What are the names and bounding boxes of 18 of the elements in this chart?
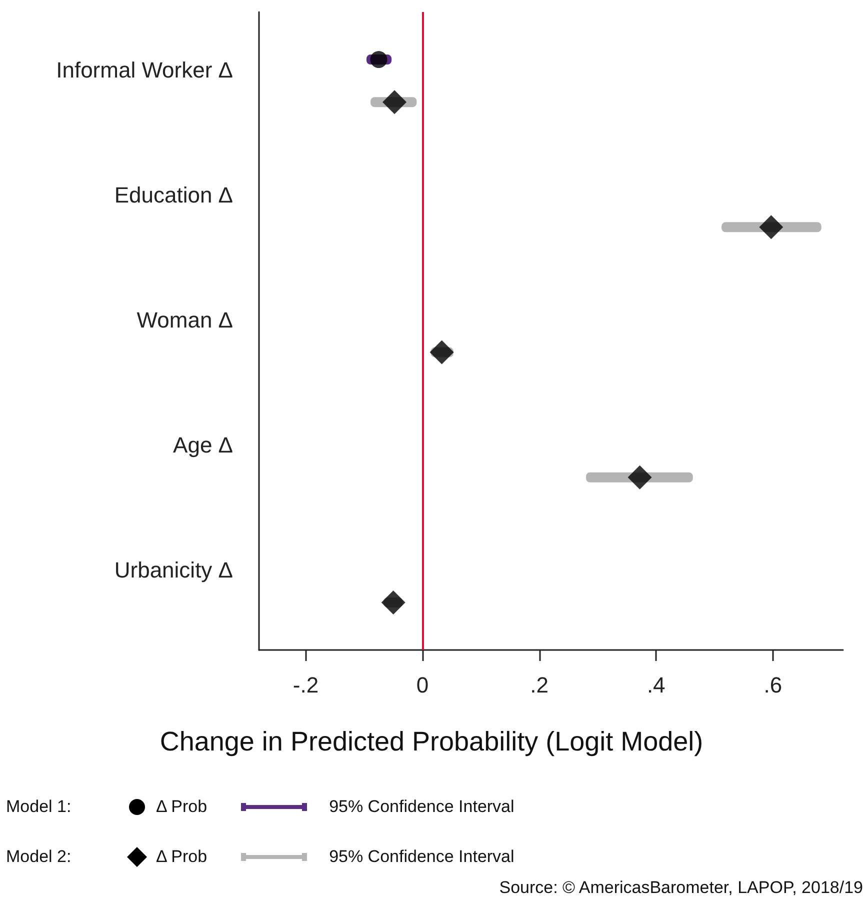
- text: Model 2:: [6, 847, 72, 867]
- y-tick-label: Age Δ: [173, 432, 234, 458]
- y-tick-label: Urbanicity Δ: [114, 558, 234, 583]
- text: Model 1:: [6, 797, 72, 817]
- legend-label: 95% Confidence Interval: [329, 847, 514, 867]
- legend-label: Δ Prob: [156, 847, 208, 867]
- y-tick-label: Informal Worker Δ: [56, 57, 234, 82]
- x-tick-label: -.2: [292, 672, 319, 698]
- source-note: Source: © AmericasBarometer, LAPOP, 2018/19: [499, 878, 863, 898]
- x-tick-label: 0: [416, 672, 429, 698]
- legend-label: 95% Confidence Interval: [329, 797, 514, 817]
- y-tick-label: Education Δ: [114, 182, 234, 208]
- x-tick-label: .4: [646, 672, 666, 698]
- x-axis-title: Change in Predicted Probability (Logit Model): [160, 726, 704, 756]
- legend-label: Δ Prob: [156, 797, 208, 817]
- x-tick-label: .6: [764, 672, 782, 698]
- x-tick-label: .2: [530, 672, 548, 698]
- y-tick-label: Woman Δ: [136, 308, 234, 332]
